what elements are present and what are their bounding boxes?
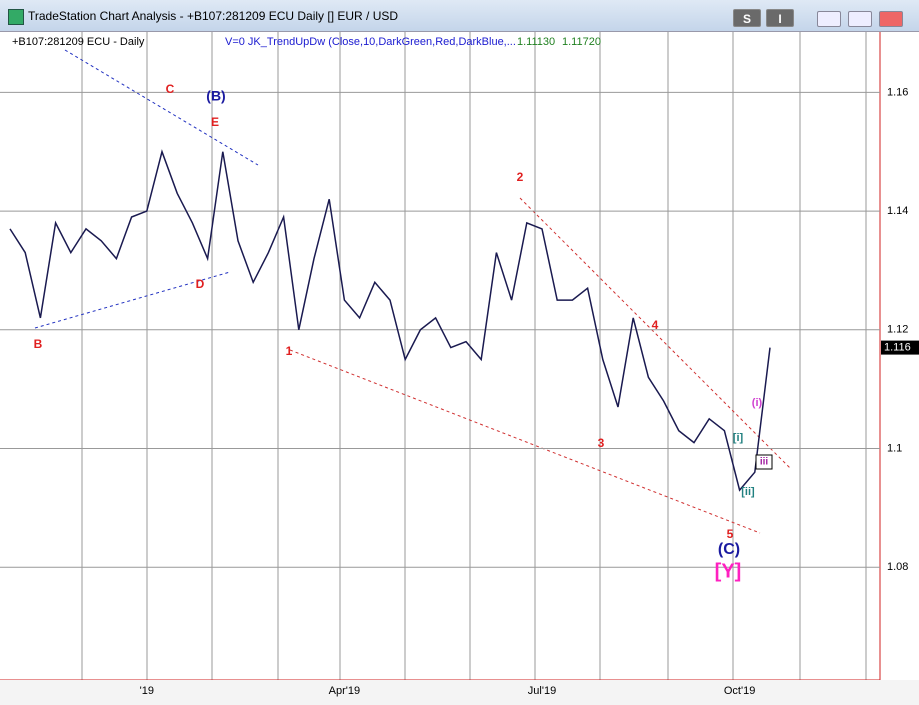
- chart: +B107:281209 ECU - Daily V=0 JK_TrendUpD…: [0, 32, 919, 705]
- wave-label: E: [211, 115, 219, 129]
- price-line: [9, 149, 771, 492]
- wave-label: [Y]: [715, 560, 742, 582]
- wave-label: (i): [752, 397, 763, 409]
- indicator-value: 1.11720: [562, 36, 601, 48]
- x-tick-label: Oct'19: [724, 685, 755, 697]
- window-title: TradeStation Chart Analysis - +B107:2812…: [28, 9, 399, 23]
- x-tick-label: Jul'19: [528, 685, 556, 697]
- indicator-label: V=0 JK_TrendUpDw (Close,10,DarkGreen,Red…: [225, 36, 516, 48]
- indicator-value: 1.11130: [517, 36, 555, 48]
- wave-label: iii: [760, 457, 769, 468]
- wave-label: 2: [517, 170, 524, 184]
- y-tick-label: 1.16: [887, 86, 908, 98]
- wave-label: 5: [727, 527, 734, 541]
- y-tick-label: 1.08: [887, 561, 908, 573]
- x-tick-label: '19: [140, 685, 154, 697]
- y-tick-label: 1.12: [887, 324, 908, 336]
- maximize-button[interactable]: [848, 11, 872, 27]
- chart-bg: [0, 32, 919, 705]
- wave-label: (B): [206, 88, 225, 104]
- app-icon: [8, 9, 24, 25]
- title-bar: TradeStation Chart Analysis - +B107:2812…: [0, 0, 919, 32]
- minimize-button[interactable]: [817, 11, 841, 27]
- y-tick-label: 1.14: [887, 205, 908, 217]
- wave-label: 1: [286, 344, 293, 358]
- wave-label: 4: [652, 318, 659, 332]
- last-price: 1.116: [884, 342, 911, 354]
- x-axis-bg: [0, 680, 919, 705]
- trend-lines: [34, 49, 791, 534]
- last-price-bg: [881, 340, 919, 355]
- wave-label: [ii]: [741, 486, 755, 498]
- x-tick-label: Apr'19: [329, 685, 360, 697]
- wave-label: [i]: [733, 432, 744, 444]
- i-button[interactable]: I: [766, 9, 794, 27]
- wave-label: C: [166, 82, 175, 96]
- wave-label: B: [34, 337, 43, 351]
- wave-label: (C): [718, 541, 740, 558]
- chart-header: +B107:281209 ECU - Daily: [12, 36, 145, 48]
- s-button[interactable]: S: [733, 9, 761, 27]
- wave-label: D: [196, 277, 205, 291]
- wave-label: 3: [598, 436, 605, 450]
- y-tick-label: 1.1: [887, 442, 902, 454]
- annotation-box: [755, 454, 773, 470]
- close-button[interactable]: [879, 11, 903, 27]
